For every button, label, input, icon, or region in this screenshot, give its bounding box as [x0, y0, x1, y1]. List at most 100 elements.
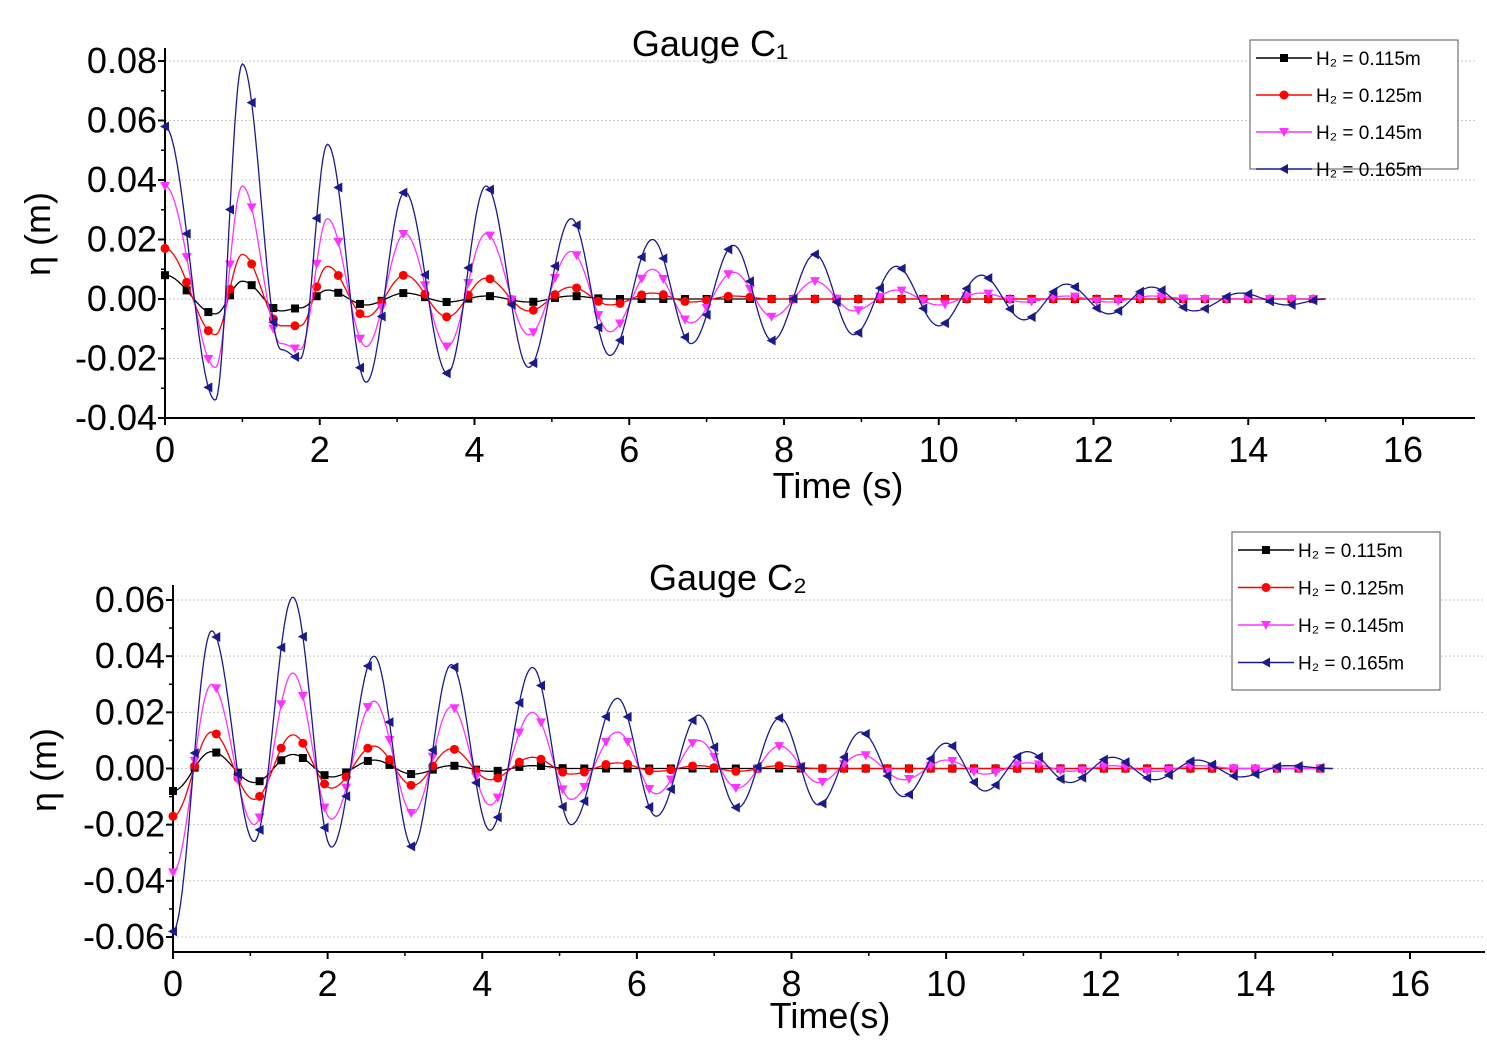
x-tick-label: 8 [774, 429, 794, 470]
marker-triangle-left [406, 841, 416, 852]
legend-label: H₂ = 0.115m [1316, 49, 1421, 70]
marker-circle [861, 764, 871, 773]
marker-square [1262, 546, 1270, 554]
y-axis-label: η (m) [17, 192, 58, 276]
y-tick-label: -0.02 [83, 804, 165, 845]
marker-triangle-down [557, 785, 568, 795]
marker-triangle-left [939, 318, 949, 329]
marker-triangle-down [354, 334, 365, 344]
marker-square [493, 766, 502, 775]
marker-triangle-left [224, 204, 234, 215]
marker-square [204, 308, 213, 317]
marker-circle [658, 290, 668, 300]
marker-triangle-left [246, 97, 256, 108]
marker-square [1280, 54, 1288, 62]
marker-triangle-left [311, 213, 321, 224]
marker-circle [572, 283, 582, 293]
marker-triangle-left [203, 382, 213, 393]
marker-circle [601, 760, 611, 770]
marker-square [450, 761, 459, 770]
marker-triangle-left [614, 335, 624, 346]
marker-circle [276, 743, 286, 753]
marker-triangle-down [406, 808, 417, 818]
marker-square [161, 271, 169, 280]
marker-triangle-left [968, 777, 978, 788]
marker-triangle-left [744, 276, 754, 287]
y-tick-label: 0.02 [87, 219, 157, 260]
marker-circle [723, 291, 733, 301]
marker-triangle-left [600, 711, 610, 722]
x-tick-label: 2 [318, 963, 338, 1004]
marker-circle [745, 292, 755, 302]
x-tick-label: 14 [1228, 429, 1268, 470]
marker-circle [897, 294, 907, 304]
marker-circle [449, 744, 459, 754]
marker-triangle-down [506, 295, 517, 305]
x-tick-label: 6 [619, 429, 639, 470]
marker-square [485, 292, 494, 301]
marker-triangle-down [203, 354, 214, 364]
marker-triangle-left [1286, 299, 1296, 310]
marker-triangle-left [687, 715, 697, 726]
marker-triangle-left [1098, 754, 1108, 765]
marker-triangle-left [752, 761, 762, 772]
series-0-165 [168, 596, 1333, 937]
marker-triangle-left [1178, 302, 1188, 313]
x-tick-label: 12 [1081, 963, 1121, 1004]
marker-triangle-down [644, 784, 655, 794]
legend-label: H₂ = 0.115m [1298, 541, 1403, 562]
marker-triangle-left [1250, 769, 1260, 780]
marker-triangle-left [1069, 281, 1079, 292]
marker-triangle-down [514, 728, 525, 738]
y-tick-label: 0.06 [87, 100, 157, 141]
marker-triangle-down [860, 751, 871, 761]
marker-circle [644, 766, 654, 776]
marker-triangle-down [449, 704, 460, 714]
marker-triangle-down [311, 259, 322, 269]
marker-triangle-left [376, 311, 386, 322]
marker-triangle-left [427, 745, 437, 756]
marker-triangle-left [644, 802, 654, 813]
marker-triangle-down [968, 767, 979, 777]
marker-triangle-down [1279, 128, 1289, 137]
marker-triangle-down [990, 768, 1001, 778]
chart-title: Gauge C₁ [632, 23, 788, 64]
marker-triangle-left [571, 220, 581, 231]
x-axis-label: Time (s) [773, 465, 904, 506]
marker-circle [485, 274, 495, 284]
marker-triangle-left [1120, 757, 1130, 768]
x-tick-label: 0 [155, 429, 175, 470]
marker-triangle-left [419, 269, 429, 280]
series-0-125 [168, 729, 1333, 821]
x-tick-label: 0 [163, 963, 183, 1004]
legend-label: H₂ = 0.145m [1298, 616, 1404, 637]
marker-triangle-left [593, 322, 603, 333]
marker-triangle-down [333, 237, 344, 247]
marker-triangle-left [1185, 756, 1195, 767]
marker-triangle-left [232, 769, 242, 780]
series-line [172, 596, 1333, 932]
marker-triangle-down [1055, 766, 1066, 776]
legend-item: H₂ = 0.115m [1238, 541, 1403, 562]
marker-triangle-left [492, 812, 502, 823]
marker-triangle-left [514, 697, 524, 708]
marker-triangle-left [449, 662, 459, 673]
marker-triangle-left [1315, 763, 1325, 774]
marker-triangle-left [341, 791, 351, 802]
marker-circle [384, 755, 394, 765]
marker-triangle-down [679, 315, 690, 325]
marker-square [277, 756, 286, 765]
marker-circle [688, 761, 698, 771]
marker-triangle-down [441, 342, 452, 352]
x-tick-label: 16 [1383, 429, 1423, 470]
marker-square [225, 291, 234, 300]
legend-item: H₂ = 0.165m [1256, 160, 1422, 181]
series-line [172, 672, 1333, 873]
marker-circle [333, 270, 343, 280]
marker-circle [182, 277, 192, 287]
marker-triangle-left [189, 747, 199, 758]
marker-circle [255, 791, 265, 801]
marker-triangle-left [925, 753, 935, 764]
marker-triangle-left [181, 228, 191, 239]
marker-square [363, 756, 372, 765]
